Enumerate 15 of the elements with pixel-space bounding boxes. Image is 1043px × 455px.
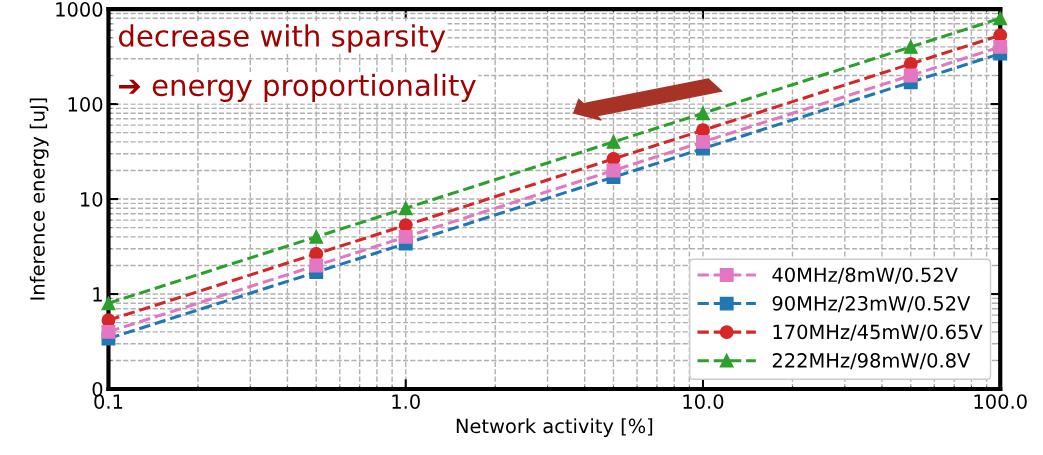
- y-tick-label: 100: [68, 97, 103, 112]
- x-tick-label: 100.0: [974, 394, 1027, 409]
- x-tick-label: 10.0: [683, 394, 724, 409]
- y-tick-label: 10: [81, 192, 103, 207]
- y-tick-label: 1: [93, 287, 102, 302]
- legend-label: 222MHz/98mW/0.8V: [772, 353, 971, 370]
- annotation: ➔ energy proportionality: [119, 73, 476, 102]
- y-tick-label: 1000: [56, 2, 103, 17]
- legend-label: 40MHz/8mW/0.52V: [772, 267, 958, 284]
- x-axis-title: Network activity [%]: [456, 418, 653, 438]
- x-tick-label: 1.0: [392, 394, 420, 409]
- legend-label: 170MHz/45mW/0.65V: [773, 324, 983, 341]
- annotation: decrease with sparsity: [119, 24, 446, 53]
- y-axis-title: Inference energy [uJ]: [29, 98, 49, 300]
- legend-label: 90MHz/23mW/0.52V: [772, 295, 971, 313]
